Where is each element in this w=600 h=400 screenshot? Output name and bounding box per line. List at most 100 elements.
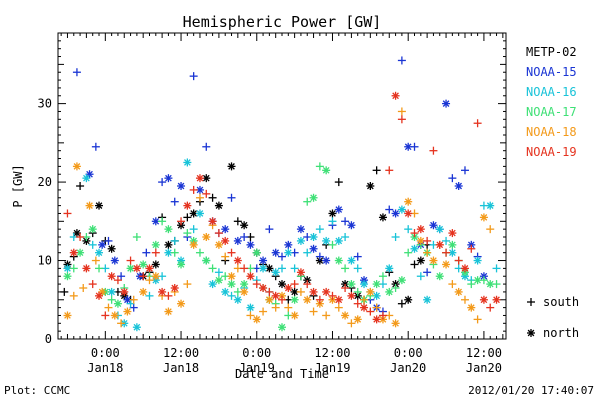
x-axis: 0:00Jan1812:00Jan180:00Jan1912:00Jan190:… <box>60 33 504 375</box>
south-point-marker <box>328 240 337 249</box>
north-point-marker <box>88 225 97 234</box>
south-point-marker <box>322 311 331 320</box>
north-point-marker <box>233 295 242 304</box>
north-point-marker <box>435 240 444 249</box>
x-tick-label-time: 0:00 <box>394 346 423 360</box>
south-point-marker <box>372 166 381 175</box>
north-point-marker <box>95 291 104 300</box>
south-point-marker <box>117 319 126 328</box>
south-point-marker <box>410 260 419 269</box>
south-point-marker <box>341 217 350 226</box>
north-point-marker <box>492 295 501 304</box>
north-point-marker <box>467 303 476 312</box>
north-point-marker <box>82 174 91 183</box>
south-point-marker <box>69 264 78 273</box>
north-point-marker <box>214 201 223 210</box>
north-point-marker <box>391 209 400 218</box>
south-point-marker <box>378 272 387 281</box>
south-point-marker <box>170 248 179 257</box>
south-point-marker <box>385 205 394 214</box>
south-point-marker <box>334 178 343 187</box>
south-point-marker <box>278 295 286 304</box>
north-point-marker <box>448 229 457 238</box>
x-tick-label-date: Jan18 <box>87 361 123 375</box>
south-point-marker <box>195 193 204 202</box>
south-point-marker <box>442 236 451 245</box>
south-point-marker <box>79 284 88 292</box>
south-point-marker <box>366 307 375 316</box>
x-tick-label-date: Jan18 <box>163 361 199 375</box>
north-point-marker <box>170 284 179 292</box>
south-point-marker <box>265 225 274 234</box>
north-point-marker <box>195 209 204 218</box>
legend-entry: METP-02 <box>526 45 577 59</box>
south-point-marker <box>410 229 419 238</box>
south-point-marker <box>60 287 69 296</box>
south-point-marker <box>423 248 432 257</box>
south-point-marker <box>353 264 362 273</box>
south-point-marker <box>72 68 81 77</box>
south-point-marker <box>328 217 337 226</box>
south-point-marker <box>328 291 337 300</box>
x-tick-label-date: Jan20 <box>466 361 502 375</box>
south-point-marker <box>69 291 78 300</box>
north-point-marker <box>202 256 211 265</box>
north-point-marker <box>296 225 305 234</box>
north-point-marker <box>391 91 400 100</box>
south-point-marker <box>397 299 406 308</box>
south-point-marker <box>460 166 469 175</box>
legend-entry: NOAA-15 <box>526 65 577 79</box>
y-tick-label: 30 <box>38 97 52 111</box>
legend-marker-south <box>527 298 535 306</box>
south-point-marker <box>88 240 97 249</box>
data-points <box>60 56 501 332</box>
south-point-marker <box>448 280 457 289</box>
south-point-marker <box>132 233 141 241</box>
north-point-marker <box>391 319 400 328</box>
legend-marker-north <box>527 329 535 337</box>
north-point-marker <box>410 244 419 253</box>
south-point-marker <box>486 303 495 312</box>
north-point-marker <box>123 307 132 316</box>
north-point-marker <box>334 295 343 304</box>
north-point-marker <box>120 287 129 296</box>
north-point-marker <box>252 248 261 257</box>
south-point-marker <box>397 115 406 124</box>
south-point-marker <box>290 264 299 273</box>
north-point-marker <box>123 295 132 304</box>
south-point-marker <box>214 229 223 238</box>
south-point-marker <box>391 233 400 241</box>
north-point-marker <box>404 295 413 304</box>
north-point-marker <box>259 284 268 292</box>
south-point-marker <box>341 284 350 292</box>
north-point-marker <box>454 182 463 190</box>
north-point-marker <box>347 291 356 300</box>
south-point-marker <box>391 284 400 292</box>
north-point-marker <box>278 280 286 289</box>
x-tick-label-time: 0:00 <box>242 346 271 360</box>
north-point-marker <box>164 225 173 234</box>
north-point-marker <box>208 280 217 289</box>
south-point-marker <box>404 225 413 234</box>
north-point-marker <box>246 303 255 312</box>
north-point-marker <box>158 287 167 296</box>
legend: METP-02 NOAA-15 NOAA-16 NOAA-17 NOAA-18 NOAA-… <box>526 45 577 159</box>
south-point-marker <box>410 142 419 151</box>
legend-entry: NOAA-18 <box>526 125 577 139</box>
south-point-marker <box>479 276 488 285</box>
south-point-marker <box>347 319 356 328</box>
south-point-marker <box>315 252 324 261</box>
south-point-marker <box>104 303 113 312</box>
south-point-marker <box>202 189 211 198</box>
south-point-marker <box>101 311 110 320</box>
north-point-marker <box>309 193 318 202</box>
north-point-marker <box>284 240 293 249</box>
north-point-marker <box>404 209 413 218</box>
y-axis: 0 10 20 30 <box>38 32 506 346</box>
south-point-marker <box>259 307 268 316</box>
north-point-marker <box>107 244 116 253</box>
y-axis-label: P [GW] <box>11 164 25 207</box>
series-noaa-17 <box>63 162 501 332</box>
north-point-marker <box>372 315 381 324</box>
